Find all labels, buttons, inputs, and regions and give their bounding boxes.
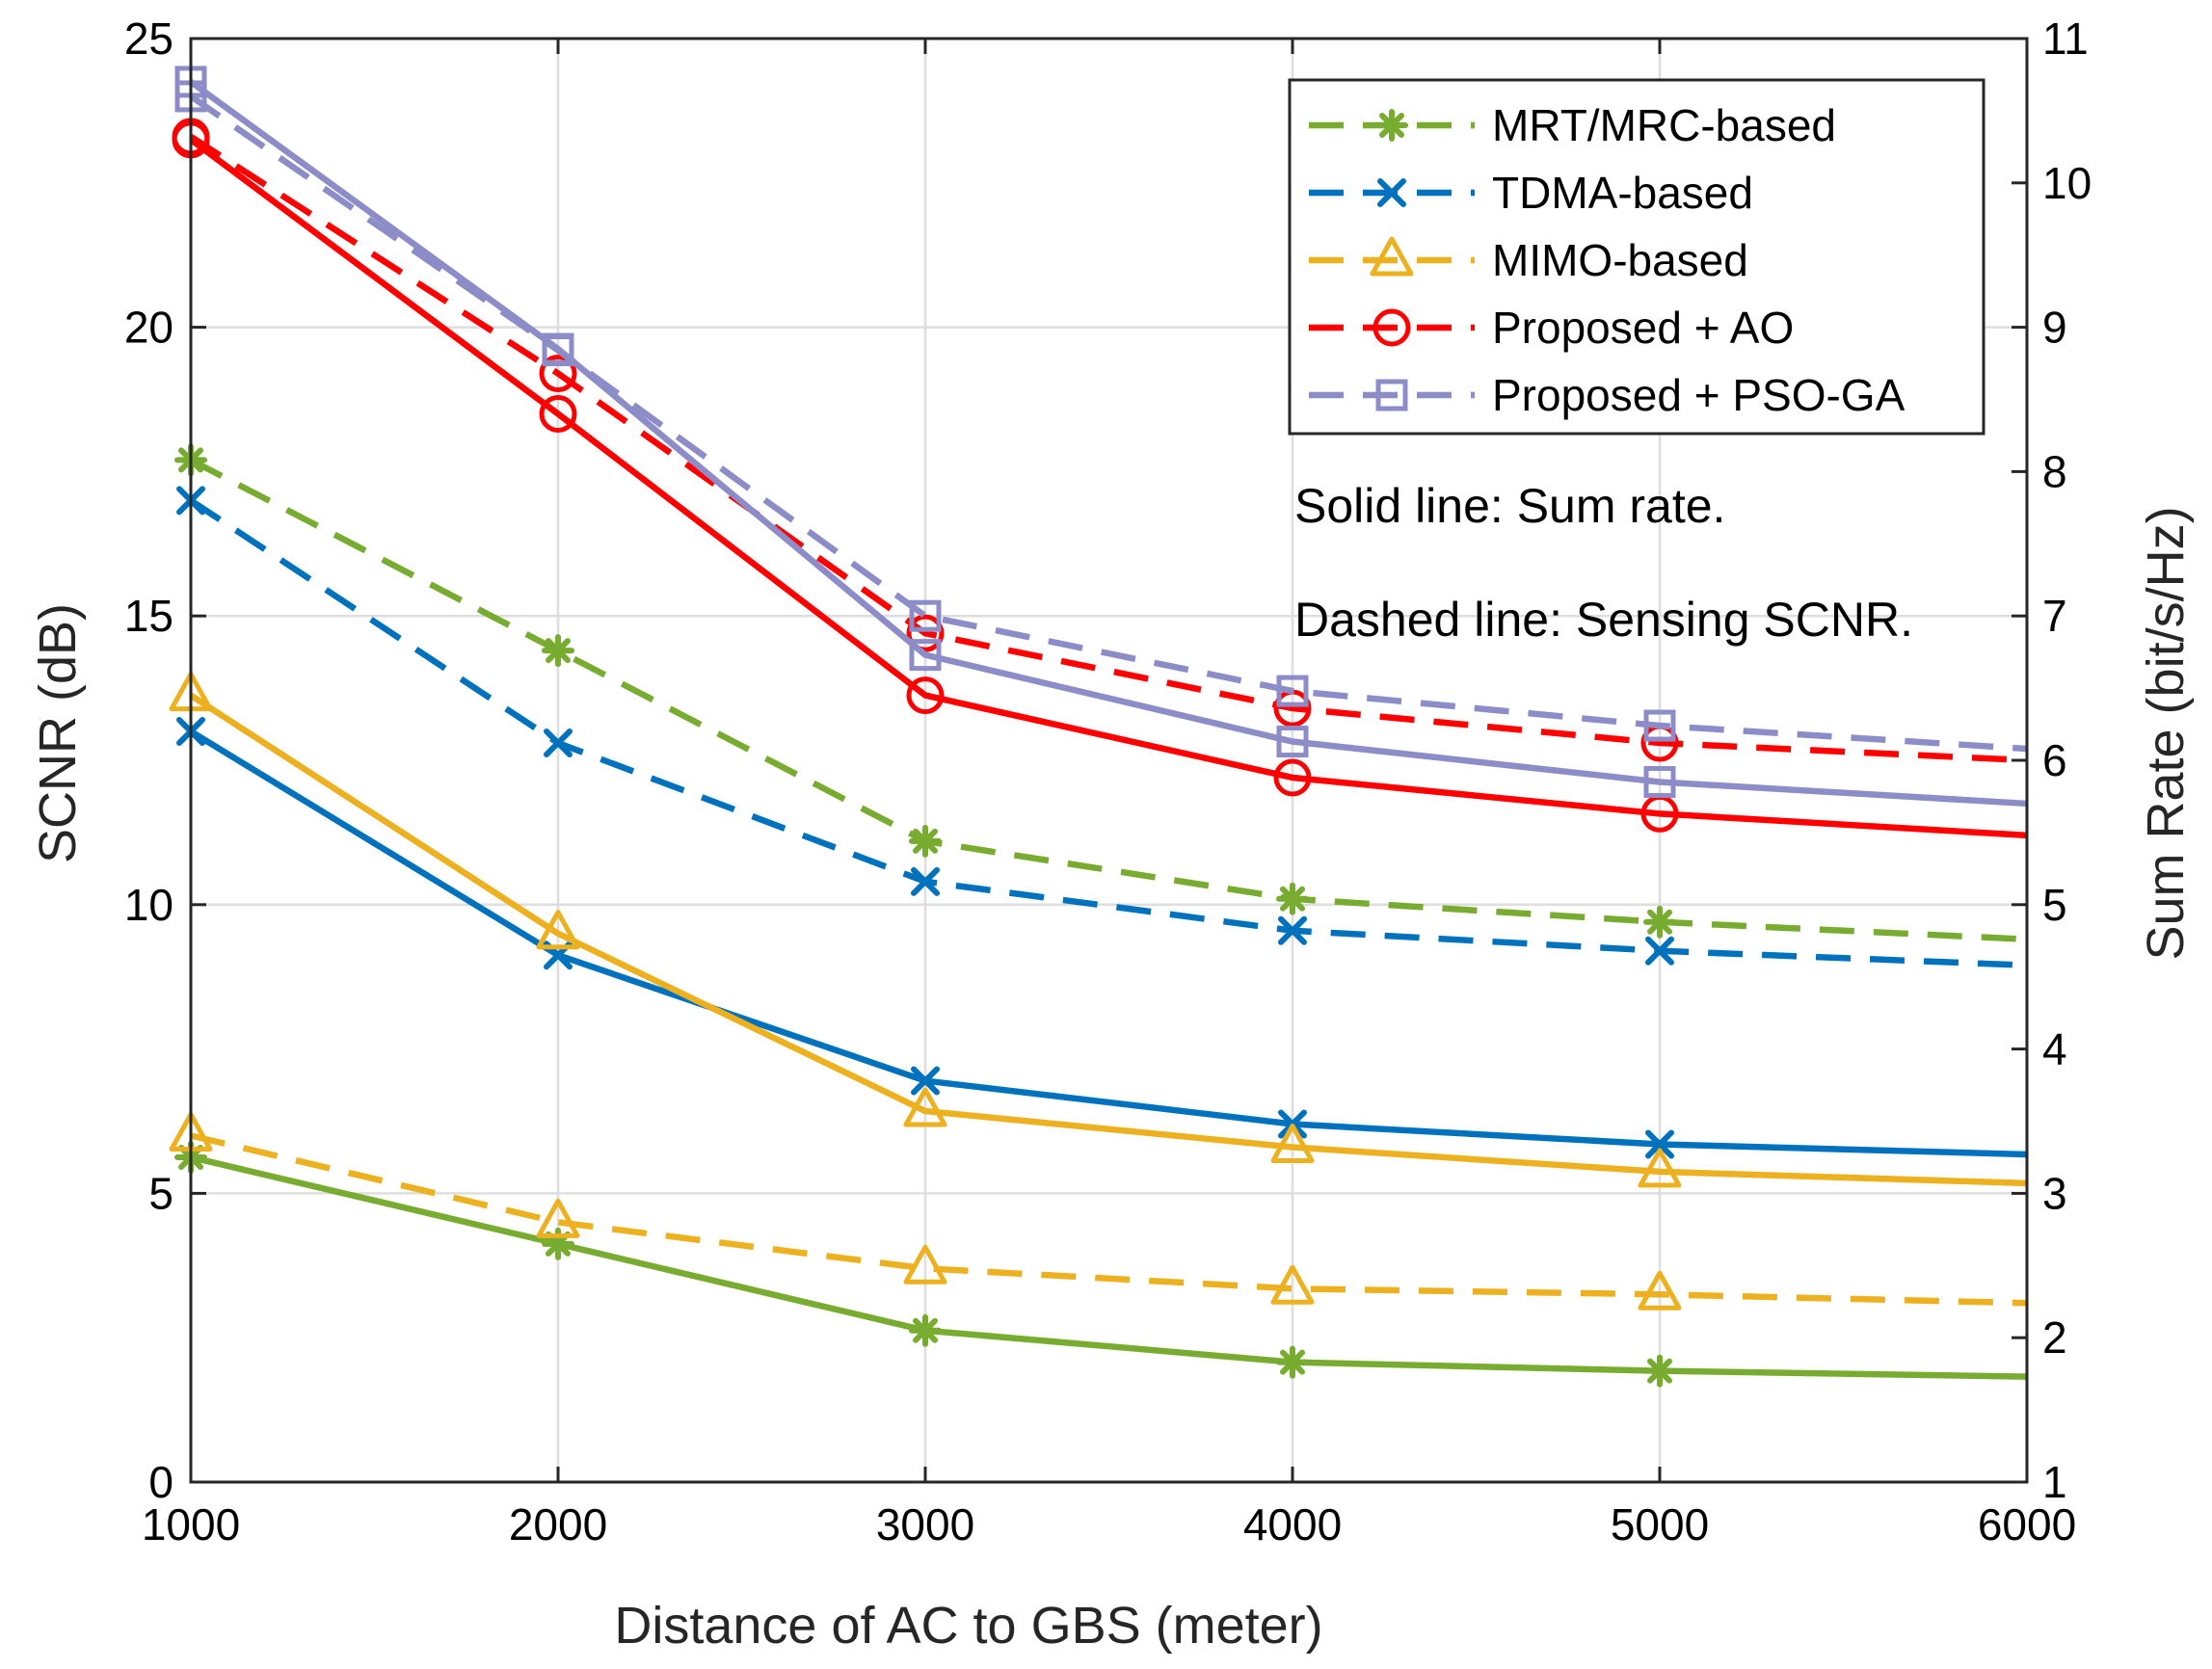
series-layer: [169, 66, 2028, 1388]
scnr-point: [1643, 905, 1676, 939]
y-left-tick-label: 0: [148, 1457, 173, 1507]
sum-rate-point: [542, 332, 574, 365]
scnr-point: [1643, 709, 1676, 742]
x-tick-label: 3000: [876, 1499, 974, 1550]
y-right-tick-label: 3: [2042, 1168, 2067, 1218]
sum-rate-point: [903, 1087, 947, 1127]
legend-marker: [1370, 236, 1414, 277]
y-right-tick-label: 8: [2042, 446, 2067, 496]
legend-label: Proposed + AO: [1492, 303, 1794, 353]
legend-box: [1288, 78, 1985, 436]
scnr-point: [544, 729, 573, 758]
y-left-tick-label: 20: [124, 303, 173, 353]
legend-marker: [1377, 178, 1406, 207]
scnr-point: [1638, 1270, 1682, 1311]
series-proposed-ao: [172, 118, 2028, 839]
legend-item-mrt-mrc-based: MRT/MRC-based: [1309, 100, 1836, 150]
legend-label: TDMA-based: [1492, 168, 1753, 218]
series-proposed-pso-ga: [174, 66, 2028, 808]
series-mimo-based: [169, 672, 2028, 1311]
y-right-tick-label: 9: [2042, 303, 2067, 353]
sum-rate-point: [539, 394, 577, 433]
scnr-dashed-line: [189, 134, 2028, 764]
sum-rate-point: [909, 1313, 942, 1347]
x-tick-label: 1000: [142, 1499, 240, 1550]
sum-rate-point: [1276, 726, 1309, 758]
y-right-tick-label: 1: [2042, 1457, 2067, 1507]
sum-rate-solid-line: [189, 729, 2028, 1158]
legend-item-tdma-based: TDMA-based: [1309, 168, 1753, 218]
sum-rate-point: [1643, 1354, 1676, 1388]
scnr-point: [911, 866, 940, 896]
sum-rate-point: [1270, 1123, 1315, 1163]
scnr-dashed-line: [189, 457, 2028, 942]
y-left-tick-label: 25: [124, 13, 173, 64]
sum-rate-point: [536, 910, 580, 950]
y-right-tick-label: 6: [2042, 735, 2067, 785]
x-tick-label: 5000: [1611, 1499, 1709, 1550]
sum-rate-point: [1273, 758, 1312, 797]
y-axis-right-label: Sum Rate (bit/s/Hz): [2137, 506, 2195, 960]
scnr-dashed-line: [189, 93, 2028, 753]
sum-rate-point: [1643, 765, 1676, 798]
legend-item-proposed-ao: Proposed + AO: [1309, 303, 1794, 353]
legend-label: Proposed + PSO-GA: [1492, 370, 1906, 420]
sum-rate-point: [909, 639, 942, 672]
legend: MRT/MRC-based TDMA-based MIMO-based Propose…: [1288, 78, 1985, 436]
annotation-dashed: Dashed line: Sensing SCNR.: [1294, 593, 1913, 647]
x-tick-label: 2000: [509, 1499, 607, 1550]
scnr-point: [536, 1198, 580, 1238]
y-right-tick-label: 7: [2042, 591, 2067, 641]
y-right-tick-label: 2: [2042, 1312, 2067, 1363]
scnr-dashed-line: [190, 1132, 2028, 1307]
y-left-tick-label: 5: [148, 1168, 173, 1218]
sum-rate-point: [1645, 1129, 1674, 1159]
legend-label: MRT/MRC-based: [1492, 100, 1836, 150]
sum-rate-point: [906, 676, 945, 715]
sum-rate-solid-line: [189, 79, 2028, 808]
y-right-tick-label: 5: [2042, 880, 2067, 930]
x-tick-label: 4000: [1243, 1499, 1342, 1550]
scnr-point: [1270, 1264, 1315, 1305]
annotation-solid: Solid line: Sum rate.: [1294, 479, 1725, 533]
sum-rate-point: [1638, 1148, 1682, 1188]
sum-rate-point: [542, 1227, 574, 1260]
scnr-point: [539, 355, 577, 393]
scnr-dashed-line: [189, 497, 2028, 968]
y-left-tick-label: 15: [124, 591, 173, 641]
scnr-point: [1645, 936, 1674, 966]
scnr-point: [903, 1244, 947, 1285]
legend-marker: [1375, 109, 1408, 142]
x-tick-label: 6000: [1978, 1499, 2076, 1550]
legend-label: MIMO-based: [1492, 235, 1748, 285]
legend-marker: [1373, 308, 1411, 347]
y-right-tick-label: 10: [2042, 158, 2092, 208]
scnr-point: [1276, 675, 1309, 707]
y-axis-left-label: SCNR (dB): [29, 603, 87, 863]
scnr-point: [909, 824, 942, 858]
y-right-tick-label: 4: [2042, 1024, 2067, 1074]
sum-rate-solid-line: [189, 692, 2028, 1187]
y-right-tick-label: 11: [2042, 13, 2089, 64]
scnr-point: [1276, 882, 1309, 915]
y-left-tick-label: 10: [124, 880, 173, 930]
scnr-point: [542, 634, 574, 668]
scnr-point: [906, 614, 945, 652]
sum-rate-solid-line: [189, 137, 2028, 839]
sum-rate-point: [911, 1066, 940, 1096]
scnr-point: [1278, 915, 1307, 945]
legend-marker: [1375, 379, 1408, 411]
legend-item-mimo-based: MIMO-based: [1309, 235, 1748, 285]
scnr-point: [909, 599, 942, 632]
legend-item-proposed-pso-ga: Proposed + PSO-GA: [1309, 370, 1906, 420]
sum-rate-point: [1276, 1345, 1309, 1379]
axis-ticks: 1000 2000 3000 4000 5000 6000 0 5 10 15 20 25 1 2 3 4 5 6…: [124, 13, 2092, 1550]
sum-rate-solid-line: [190, 1153, 2028, 1380]
x-axis-label: Distance of AC to GBS (meter): [614, 1597, 1322, 1655]
